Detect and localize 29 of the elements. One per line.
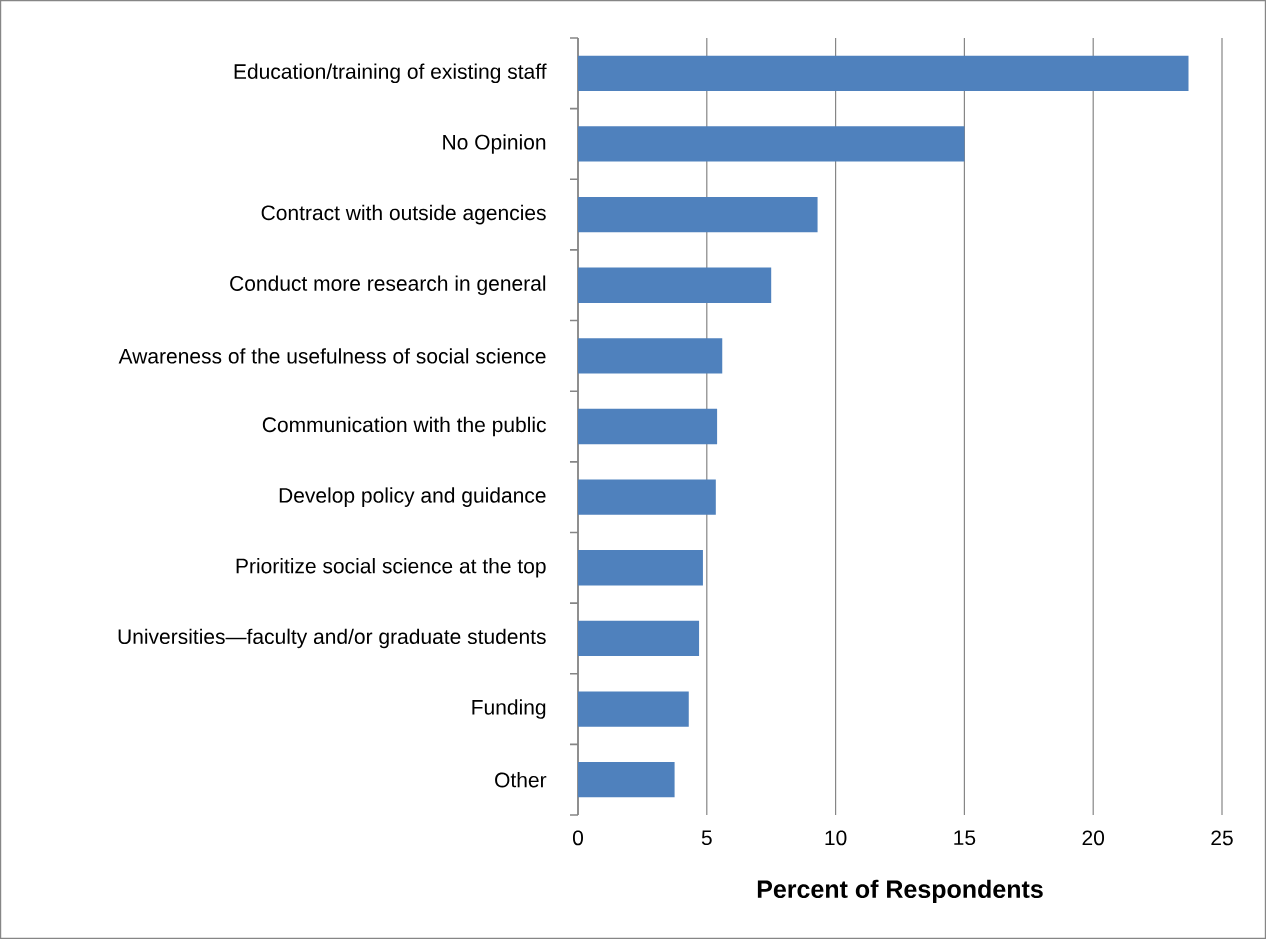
bar [578, 338, 723, 374]
y-tick-label: Universities—faculty and/or graduate students [118, 628, 546, 649]
y-tick-label: No Opinion [443, 134, 546, 154]
bar [578, 620, 700, 657]
bar [578, 55, 1189, 91]
y-tick-label: Conduct more research in general [230, 275, 546, 296]
y-tick-label: Prioritize social science at the top [236, 558, 546, 578]
x-tick-label: 0 [572, 830, 584, 846]
bar [578, 762, 675, 798]
x-tick-label: 15 [954, 830, 976, 846]
y-tick-label: Education/training of existing staff [234, 63, 547, 84]
bar [578, 408, 718, 445]
x-tick-label: 25 [1211, 830, 1233, 846]
x-tick-label: 5 [701, 830, 712, 846]
bar [578, 196, 818, 233]
bar [578, 126, 965, 162]
bar [578, 479, 716, 515]
bar [578, 691, 689, 727]
y-tick-label: Develop policy and guidance [279, 487, 546, 507]
bar [578, 267, 772, 303]
y-tick-label: Communication with the public [262, 416, 546, 437]
x-axis-title: Percent of Respondents [757, 879, 1043, 903]
y-tick-label: Awareness of the usefulness of social science [118, 348, 546, 364]
x-tick-label: 20 [1082, 830, 1105, 846]
bar [578, 550, 703, 586]
y-tick-label: Funding [472, 699, 546, 719]
x-tick-label: 10 [825, 830, 847, 846]
y-tick-label: Other [495, 771, 547, 788]
y-tick-label: Contract with outside agencies [261, 204, 546, 225]
